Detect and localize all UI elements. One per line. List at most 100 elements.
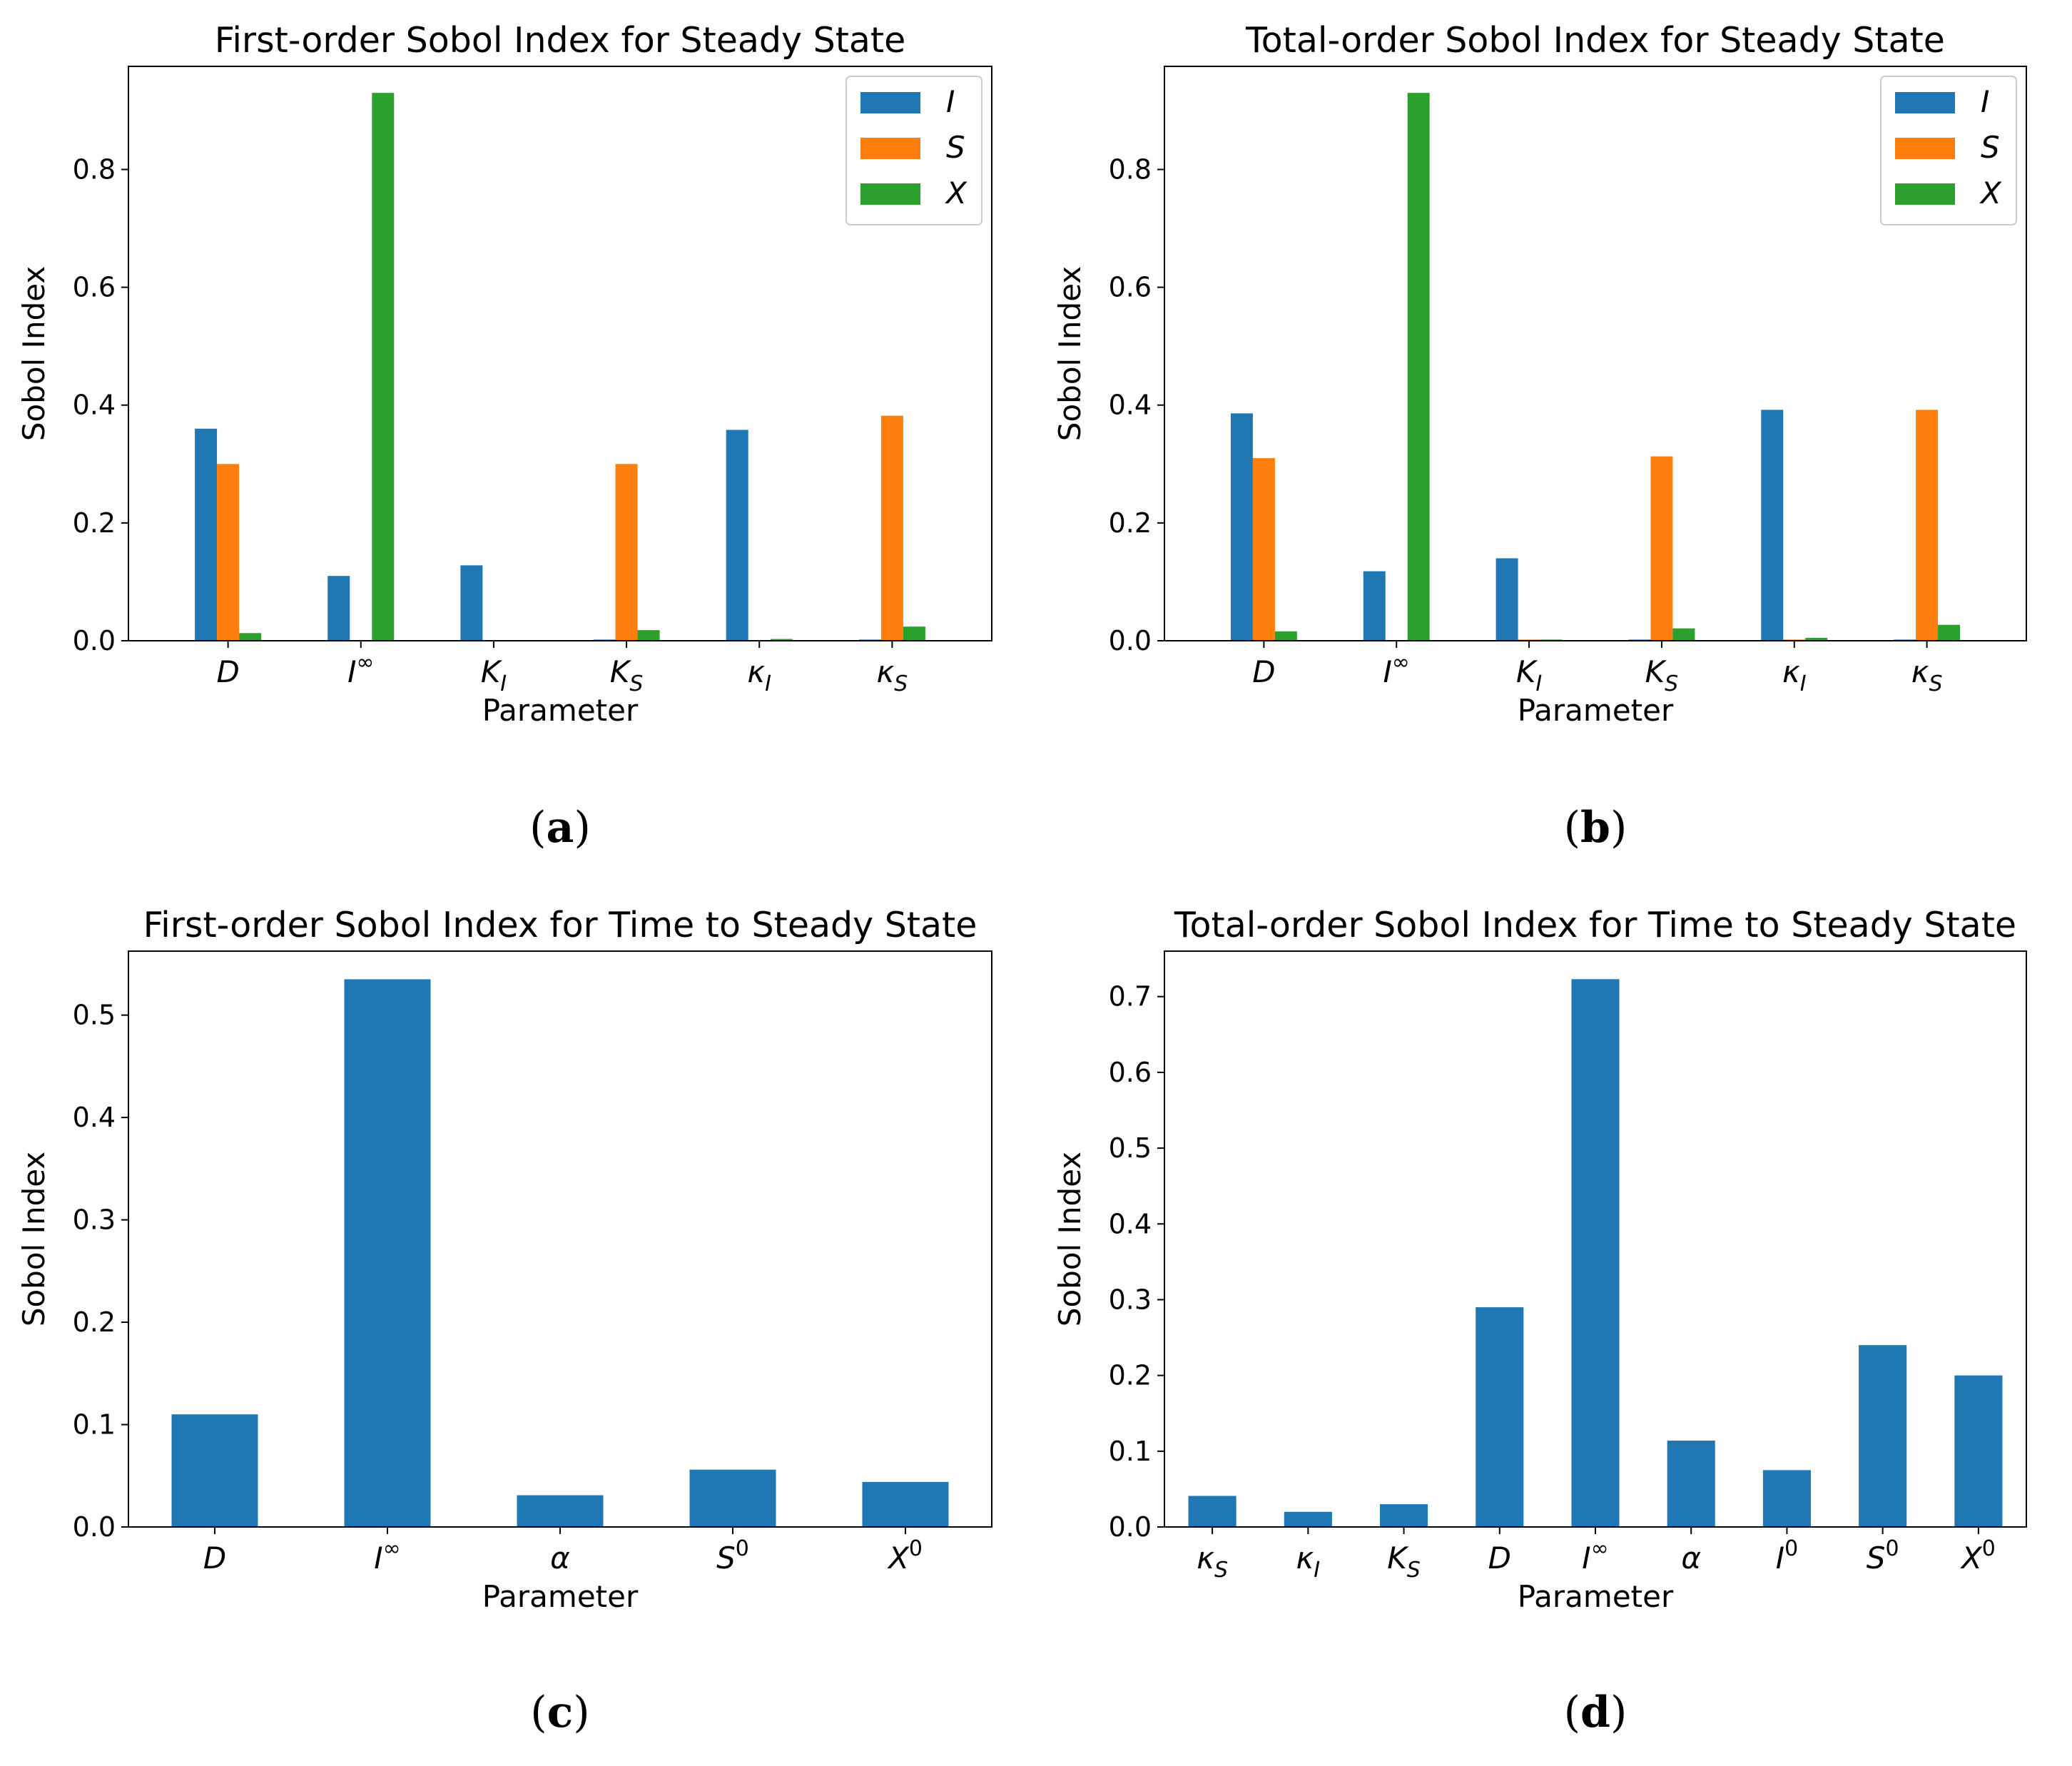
legend-label-I: I: [1981, 84, 1989, 119]
chart-title: Total-order Sobol Index for Time to Stea…: [1174, 905, 2016, 945]
y-tick-label: 0.4: [1109, 1208, 1152, 1239]
y-tick-label: 0.4: [1109, 390, 1152, 421]
y-tick-label: 0.1: [1109, 1436, 1152, 1467]
y-tick-label: 0.2: [1109, 507, 1152, 539]
bar-I-0: [195, 428, 218, 641]
y-axis-label: Sobol Index: [16, 266, 51, 441]
x-tick-label: κS: [1911, 654, 1943, 696]
chart-title: First-order Sobol Index for Time to Stea…: [143, 905, 977, 945]
bar-I-4: [1761, 410, 1784, 641]
x-tick-label: X0: [887, 1536, 923, 1575]
chart-title: Total-order Sobol Index for Steady State: [1245, 20, 1945, 61]
legend-label-I: I: [946, 84, 955, 119]
bar-X-3: [637, 630, 660, 641]
bar-7: [1859, 1345, 1907, 1527]
legend: ISX: [1880, 76, 2017, 225]
bar-X-0: [239, 633, 262, 641]
bar-X-1: [1407, 93, 1430, 641]
legend-swatch-I: [860, 92, 920, 113]
bar-X-4: [770, 639, 793, 641]
bar-S-5: [880, 415, 903, 641]
x-tick-label: I∞: [1383, 650, 1410, 689]
legend-swatch-S: [860, 138, 920, 159]
y-tick-label: 0.3: [73, 1204, 116, 1236]
y-tick-label: 0.7: [1109, 981, 1152, 1013]
bar-S-3: [1650, 456, 1673, 641]
y-axis-label: Sobol Index: [1052, 1152, 1087, 1326]
x-tick-label: D: [216, 654, 239, 689]
y-tick-label: 0.3: [1109, 1284, 1152, 1315]
x-tick-label: I∞: [347, 650, 374, 689]
x-axis-label: Parameter: [482, 1579, 639, 1614]
bar-I-0: [1230, 413, 1253, 641]
panel-label: (d): [1564, 1688, 1627, 1737]
x-tick-label: D: [1488, 1541, 1511, 1575]
bar-4: [862, 1481, 949, 1527]
axes-frame: [1164, 950, 2027, 1528]
x-tick-label: X0: [1960, 1536, 1996, 1575]
y-axis-label: Sobol Index: [1052, 266, 1087, 441]
y-tick-label: 0.6: [73, 272, 116, 303]
x-tick-label: I∞: [1582, 1536, 1608, 1575]
bar-1: [344, 979, 431, 1527]
x-tick-label: κI: [1296, 1541, 1321, 1583]
bar-S-3: [615, 464, 638, 641]
bar-5: [1667, 1440, 1715, 1527]
y-tick-label: 0.2: [1109, 1360, 1152, 1391]
y-tick-label: 0.0: [1109, 625, 1152, 656]
bar-I-2: [1495, 558, 1518, 641]
chart-panel-b: Total-order Sobol Index for Steady State…: [1052, 20, 2027, 853]
legend-label-S: S: [1981, 130, 2000, 165]
x-tick-label: D: [203, 1541, 226, 1575]
bar-2: [1380, 1504, 1428, 1527]
y-tick-label: 0.5: [1109, 1132, 1152, 1164]
y-tick-label: 0.0: [73, 1511, 116, 1543]
x-tick-label: α: [1681, 1541, 1701, 1575]
bar-S-0: [217, 464, 240, 641]
bar-S-0: [1252, 458, 1275, 641]
bar-I-1: [327, 576, 350, 641]
x-tick-label: KI: [481, 654, 507, 696]
panel-label: (a): [529, 803, 591, 853]
legend-label-X: X: [1979, 176, 2002, 210]
bar-I-2: [460, 565, 483, 641]
legend-swatch-I: [1895, 92, 1955, 113]
axes-frame: [128, 66, 992, 641]
x-tick-label: KI: [1516, 654, 1543, 696]
bar-I-1: [1363, 571, 1386, 641]
x-axis-label: Parameter: [482, 693, 639, 728]
axes-frame: [128, 950, 992, 1528]
panel-label: (c): [530, 1688, 589, 1737]
legend-swatch-X: [1895, 183, 1955, 205]
x-axis-label: Parameter: [1518, 693, 1674, 728]
x-tick-label: KS: [1645, 654, 1679, 696]
x-tick-label: I∞: [374, 1536, 400, 1575]
x-tick-label: S0: [1867, 1536, 1899, 1575]
bar-6: [1762, 1470, 1811, 1527]
y-tick-label: 0.4: [73, 1102, 116, 1133]
y-tick-label: 0.0: [73, 625, 116, 656]
y-tick-label: 0.1: [73, 1409, 116, 1441]
y-tick-label: 0.0: [1109, 1511, 1152, 1543]
x-tick-label: κS: [876, 654, 908, 696]
y-tick-label: 0.8: [73, 153, 116, 185]
chart-panel-d: Total-order Sobol Index for Time to Stea…: [1052, 905, 2027, 1737]
legend-swatch-S: [1895, 138, 1955, 159]
panel-label: (b): [1564, 803, 1627, 853]
x-tick-label: α: [550, 1541, 570, 1575]
bar-X-0: [1274, 631, 1297, 641]
x-tick-label: KS: [610, 654, 644, 696]
chart-panel-c: First-order Sobol Index for Time to Stea…: [16, 905, 992, 1737]
x-tick-label: KS: [1387, 1541, 1421, 1583]
chart-title: First-order Sobol Index for Steady State: [215, 20, 906, 61]
bar-X-5: [903, 626, 925, 641]
x-axis-label: Parameter: [1518, 1579, 1674, 1614]
y-tick-label: 0.5: [73, 1000, 116, 1031]
bar-S-5: [1916, 410, 1939, 641]
bar-X-4: [1805, 637, 1828, 641]
bar-X-5: [1938, 624, 1961, 641]
bar-3: [1476, 1307, 1524, 1527]
chart-panel-a: First-order Sobol Index for Steady State…: [16, 20, 992, 853]
y-tick-label: 0.2: [73, 1306, 116, 1338]
bar-X-1: [372, 93, 395, 641]
